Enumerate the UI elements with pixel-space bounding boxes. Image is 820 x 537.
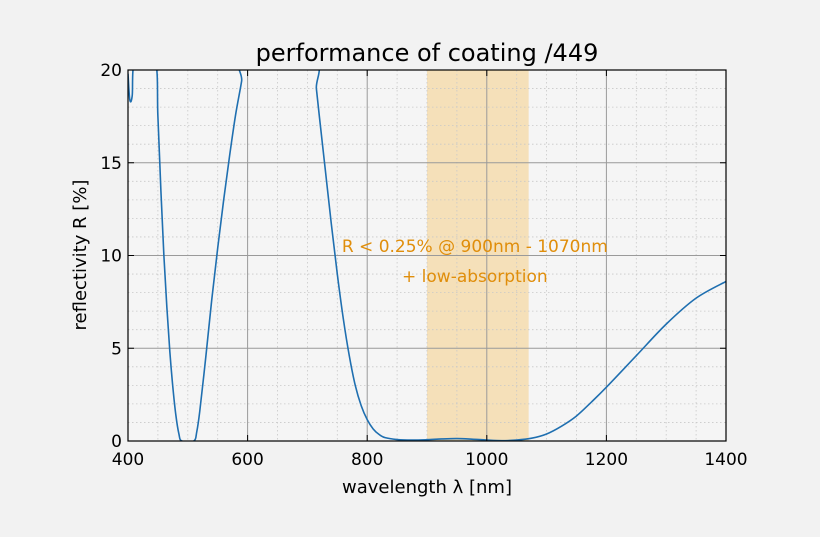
y-tick-label: 0 [111,432,122,452]
x-tick-label: 600 [231,450,263,470]
x-tick-label: 1000 [465,450,508,470]
annotation-line-2: + low-absorption [402,267,548,287]
y-tick-label: 15 [100,154,122,174]
x-axis-label: wavelength λ [nm] [342,477,512,498]
x-tick-label: 1200 [585,450,628,470]
y-tick-labels: 0 5 10 15 20 [100,61,122,452]
x-tick-label: 800 [351,450,383,470]
y-axis-label: reflectivity R [%] [70,180,91,331]
y-tick-label: 10 [100,247,122,267]
ticks [127,69,727,442]
y-tick-label: 5 [111,339,122,359]
x-tick-labels: 400 600 800 1000 1200 1400 [112,450,748,470]
series-line [128,70,726,441]
x-tick-label: 1400 [704,450,747,470]
x-tick-label: 400 [112,450,144,470]
y-tick-label: 20 [100,61,122,81]
annotation-line-1: R < 0.25% @ 900nm - 1070nm [342,237,608,257]
chart-title: performance of coating /449 [256,39,599,67]
